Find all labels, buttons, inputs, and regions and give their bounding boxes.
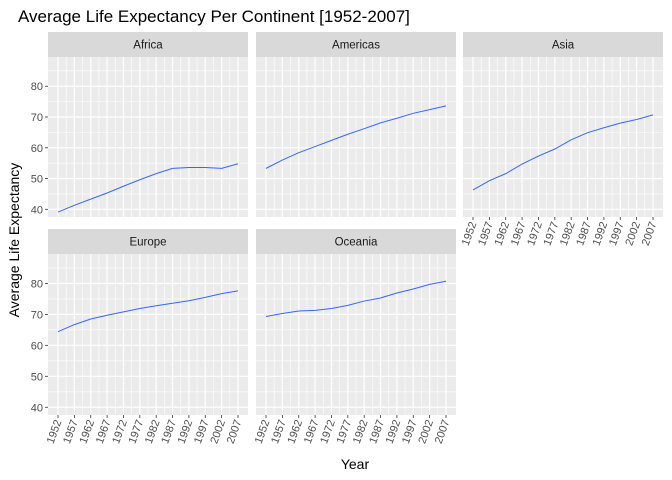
strip-header (256, 32, 456, 57)
facet-panel-europe: Europe4050607080195219571962196719721977… (31, 229, 248, 445)
y-axis-title: Average Life Expectancy (6, 163, 22, 318)
series-line-europe (57, 290, 239, 333)
y-tick-label: 80 (31, 81, 43, 93)
strip-label: Americas (332, 40, 380, 52)
strip-label: Oceania (335, 237, 378, 249)
strip-header (256, 229, 456, 254)
series-line-africa (57, 163, 239, 213)
x-axis-title: Year (341, 456, 370, 472)
facet-panel-americas: Americas (256, 32, 456, 217)
strip-label: Europe (129, 237, 166, 249)
y-tick-label: 60 (31, 340, 43, 352)
series-line-oceania (265, 280, 447, 318)
chart-title: Average Life Expectancy Per Continent [1… (18, 7, 410, 26)
strip-header (48, 32, 248, 57)
facet-panels: Africa 40 50 60 70 80 Americas Asia195219571962… (31, 32, 663, 445)
series-line-americas (265, 105, 447, 169)
facet-panel-asia: Asia195219571962196719721977198219871992… (460, 32, 663, 247)
strip-header (463, 32, 663, 57)
strip-label: Asia (552, 40, 575, 52)
strip-header (48, 229, 248, 254)
series-line-asia (472, 114, 654, 191)
facet-panel-africa: Africa 40 50 60 70 80 (31, 32, 248, 217)
strip-label: Africa (133, 40, 163, 52)
y-tick-label: 40 (31, 204, 43, 216)
y-tick-label: 40 (31, 402, 43, 414)
y-tick-label: 70 (31, 309, 43, 321)
facet-panel-oceania: Oceania195219571962196719721977198219871… (253, 229, 456, 445)
y-tick-label: 50 (31, 371, 43, 383)
y-tick-label: 80 (31, 278, 43, 290)
y-tick-label: 60 (31, 143, 43, 155)
y-tick-label: 50 (31, 174, 43, 186)
y-tick-label: 70 (31, 112, 43, 124)
